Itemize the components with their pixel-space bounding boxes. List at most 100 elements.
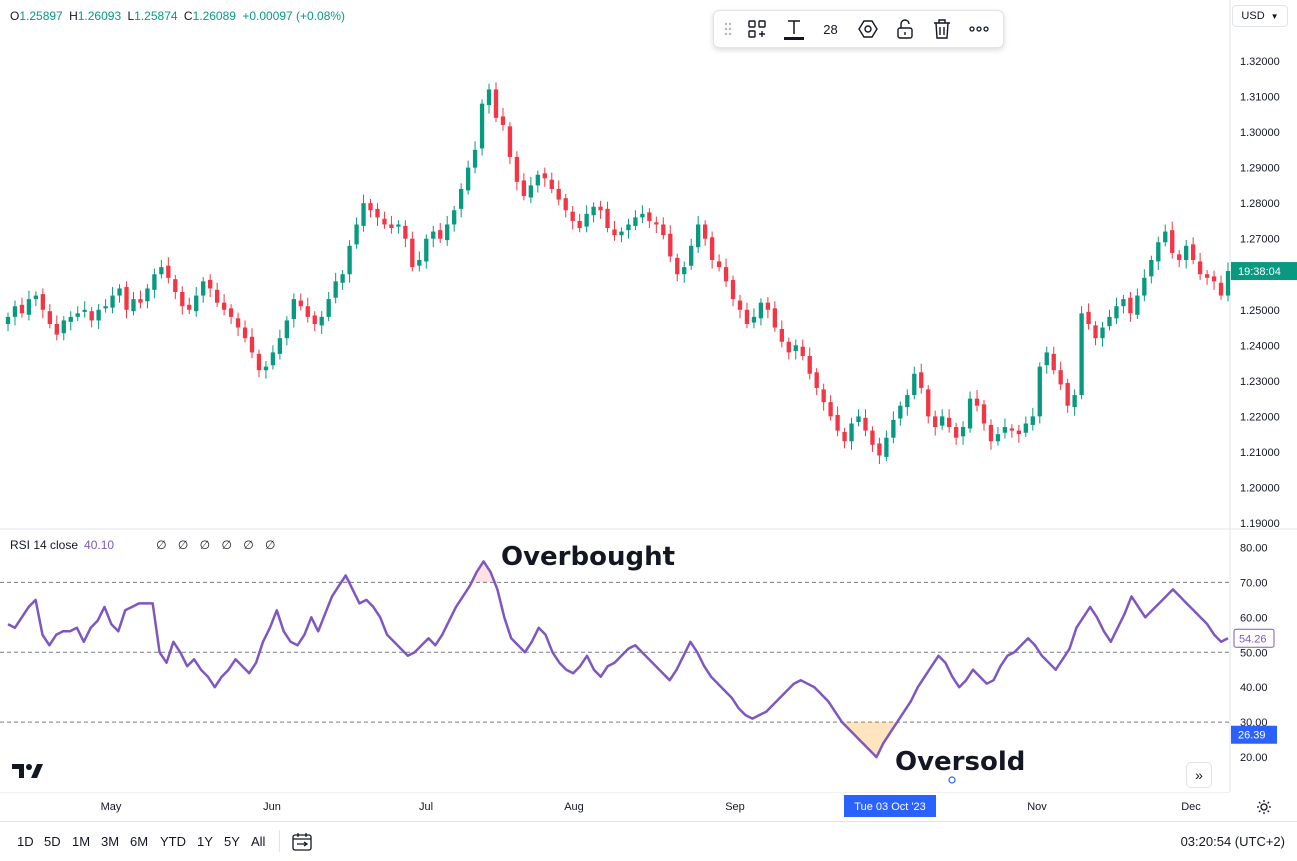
candle[interactable] — [940, 409, 945, 430]
candle[interactable] — [696, 215, 701, 253]
currency-select[interactable]: USD ▼ — [1232, 5, 1288, 27]
candle[interactable] — [751, 308, 757, 329]
timeframe-all[interactable]: All — [251, 834, 266, 849]
candle[interactable] — [647, 208, 652, 229]
trash-icon[interactable] — [923, 14, 960, 44]
candle[interactable] — [431, 225, 436, 248]
oversold-annotation[interactable]: Oversold — [895, 747, 1026, 777]
candle[interactable] — [535, 170, 540, 193]
candle[interactable] — [361, 194, 366, 232]
rsi-legend[interactable]: RSI 14 close 40.10 ∅ ∅ ∅ ∅ ∅ ∅ — [10, 538, 279, 552]
candle[interactable] — [47, 304, 52, 329]
candle[interactable] — [709, 231, 715, 269]
candle[interactable] — [779, 320, 784, 348]
candle[interactable] — [716, 254, 722, 272]
candle[interactable] — [382, 211, 387, 229]
candle[interactable] — [619, 227, 624, 243]
candle[interactable] — [354, 217, 359, 249]
candle[interactable] — [1177, 250, 1182, 268]
candle[interactable] — [919, 363, 924, 394]
candle[interactable] — [1135, 288, 1140, 320]
candle[interactable] — [235, 312, 241, 337]
candle[interactable] — [675, 253, 680, 282]
clock-timezone[interactable]: 03:20:54 (UTC+2) — [1180, 834, 1285, 849]
candle[interactable] — [291, 293, 296, 328]
candle[interactable] — [1044, 346, 1049, 374]
candle[interactable] — [1107, 309, 1112, 331]
candle[interactable] — [528, 176, 534, 204]
candle[interactable] — [124, 281, 129, 319]
candle[interactable] — [208, 274, 213, 297]
candle[interactable] — [702, 220, 708, 246]
candle[interactable] — [633, 210, 638, 231]
unlock-icon[interactable] — [886, 14, 923, 44]
candle[interactable] — [737, 294, 743, 319]
candle[interactable] — [410, 231, 415, 272]
candle[interactable] — [507, 122, 513, 165]
candle[interactable] — [1142, 269, 1147, 302]
candle[interactable] — [556, 180, 561, 206]
candle[interactable] — [68, 311, 73, 331]
candle[interactable] — [117, 284, 122, 303]
candle[interactable] — [1093, 321, 1098, 346]
candle[interactable] — [242, 320, 248, 343]
candle[interactable] — [570, 205, 575, 230]
candle[interactable] — [605, 201, 610, 233]
date-range-icon[interactable] — [292, 832, 312, 857]
candle[interactable] — [256, 349, 262, 378]
candle[interactable] — [905, 389, 910, 416]
candle[interactable] — [424, 234, 429, 269]
candle[interactable] — [40, 288, 46, 319]
candle[interactable] — [131, 292, 136, 316]
candle[interactable] — [445, 215, 450, 246]
candle[interactable] — [814, 368, 819, 396]
candle[interactable] — [988, 419, 994, 450]
candle[interactable] — [201, 277, 206, 303]
candle[interactable] — [682, 261, 687, 283]
tradingview-logo-icon[interactable] — [12, 762, 44, 785]
candle[interactable] — [563, 193, 568, 218]
candle[interactable] — [403, 220, 408, 248]
candle[interactable] — [277, 329, 283, 360]
timeframe-5y[interactable]: 5Y — [224, 834, 240, 849]
candle[interactable] — [1065, 378, 1070, 413]
candle[interactable] — [1016, 424, 1022, 443]
candle[interactable] — [1009, 424, 1015, 438]
candle[interactable] — [995, 427, 1001, 446]
rsi-line[interactable] — [7, 560, 1229, 759]
candle[interactable] — [187, 297, 192, 315]
candle[interactable] — [221, 294, 227, 316]
candle[interactable] — [479, 99, 485, 156]
candle[interactable] — [1030, 407, 1035, 431]
candle[interactable] — [828, 395, 833, 421]
timeframe-1y[interactable]: 1Y — [197, 834, 213, 849]
candle[interactable] — [1156, 236, 1161, 270]
candle[interactable] — [319, 311, 324, 334]
candle[interactable] — [1086, 303, 1091, 330]
candle[interactable] — [514, 151, 520, 191]
candle[interactable] — [730, 275, 736, 307]
text-tool-icon[interactable] — [775, 14, 812, 44]
candle[interactable] — [389, 215, 394, 234]
candle[interactable] — [898, 401, 903, 426]
timeframe-ytd[interactable]: YTD — [160, 834, 186, 849]
candle[interactable] — [1149, 255, 1154, 284]
candle[interactable] — [110, 287, 115, 314]
candle[interactable] — [103, 299, 108, 313]
candle[interactable] — [396, 220, 401, 234]
candle[interactable] — [82, 301, 87, 318]
candle[interactable] — [1218, 275, 1224, 300]
candle[interactable] — [284, 316, 290, 346]
candle[interactable] — [870, 426, 875, 452]
candle[interactable] — [493, 82, 499, 123]
candle[interactable] — [689, 238, 694, 270]
candle[interactable] — [458, 183, 464, 218]
candle[interactable] — [1204, 269, 1210, 285]
candle[interactable] — [89, 306, 94, 328]
candle[interactable] — [1058, 361, 1063, 391]
candle[interactable] — [744, 302, 750, 329]
candle[interactable] — [1184, 240, 1189, 269]
candle[interactable] — [877, 437, 882, 465]
candle[interactable] — [821, 383, 826, 411]
candle[interactable] — [33, 291, 39, 307]
